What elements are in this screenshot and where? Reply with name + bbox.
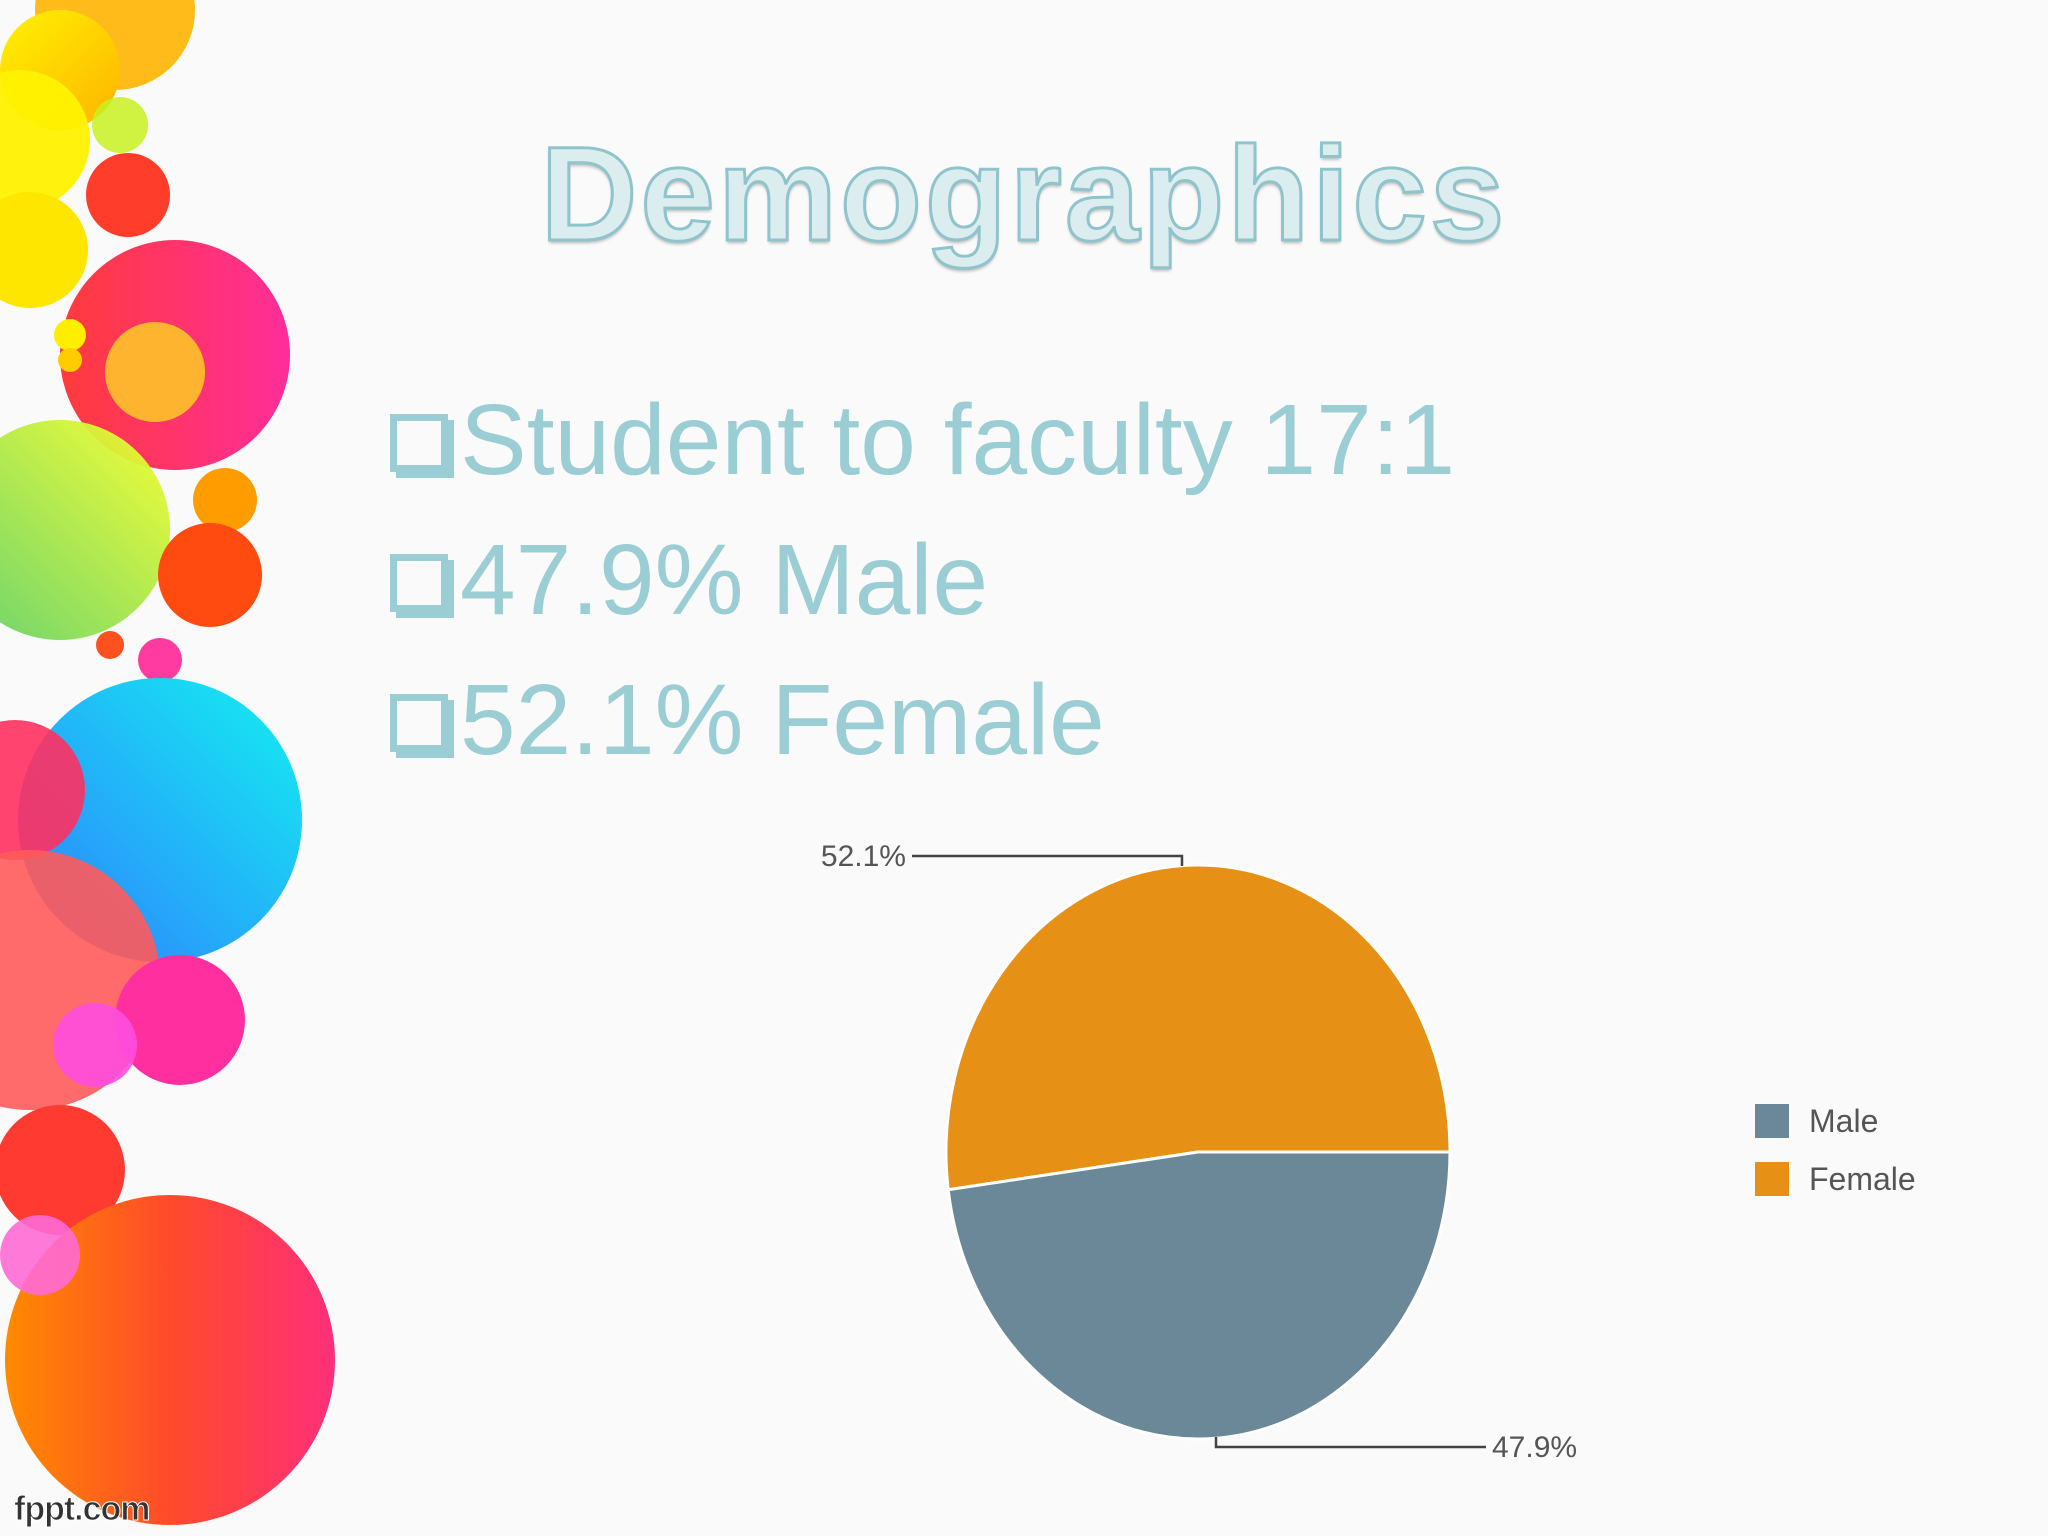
chart-legend: Male Female xyxy=(1755,1103,1916,1197)
bullet-list: Student to faculty 17:1 47.9% Male 52.1%… xyxy=(390,370,1455,790)
checkbox-bullet-icon xyxy=(390,414,448,472)
brand-watermark: fppt.com xyxy=(14,1490,152,1529)
bullet-item: 47.9% Male xyxy=(390,510,1455,650)
legend-swatch-male xyxy=(1755,1104,1789,1138)
pie-data-labels: 52.1% 47.9% xyxy=(821,840,1577,1464)
decorative-bubbles xyxy=(0,0,335,1525)
slide-title: Demographics xyxy=(0,118,2048,271)
legend-swatch-female xyxy=(1755,1162,1789,1196)
legend-label-female: Female xyxy=(1809,1161,1916,1197)
pie-slice-female xyxy=(944,863,1452,1192)
leader-line-male xyxy=(1214,1437,1486,1449)
pie-slice-male xyxy=(946,1150,1452,1441)
bullet-item: 52.1% Female xyxy=(390,650,1455,790)
data-label-male: 47.9% xyxy=(1492,1431,1577,1464)
data-label-female: 52.1% xyxy=(821,840,906,873)
pie-slices xyxy=(944,863,1452,1441)
bullet-item: Student to faculty 17:1 xyxy=(390,370,1455,510)
legend-label-male: Male xyxy=(1809,1103,1878,1139)
bullet-text: 52.1% Female xyxy=(460,663,1105,776)
leader-line-female xyxy=(912,854,1184,866)
bullet-text: 47.9% Male xyxy=(460,523,989,636)
checkbox-bullet-icon xyxy=(390,694,448,752)
slide-title-text: Demographics xyxy=(539,119,1508,271)
checkbox-bullet-icon xyxy=(390,554,448,612)
bullet-text: Student to faculty 17:1 xyxy=(460,383,1456,496)
